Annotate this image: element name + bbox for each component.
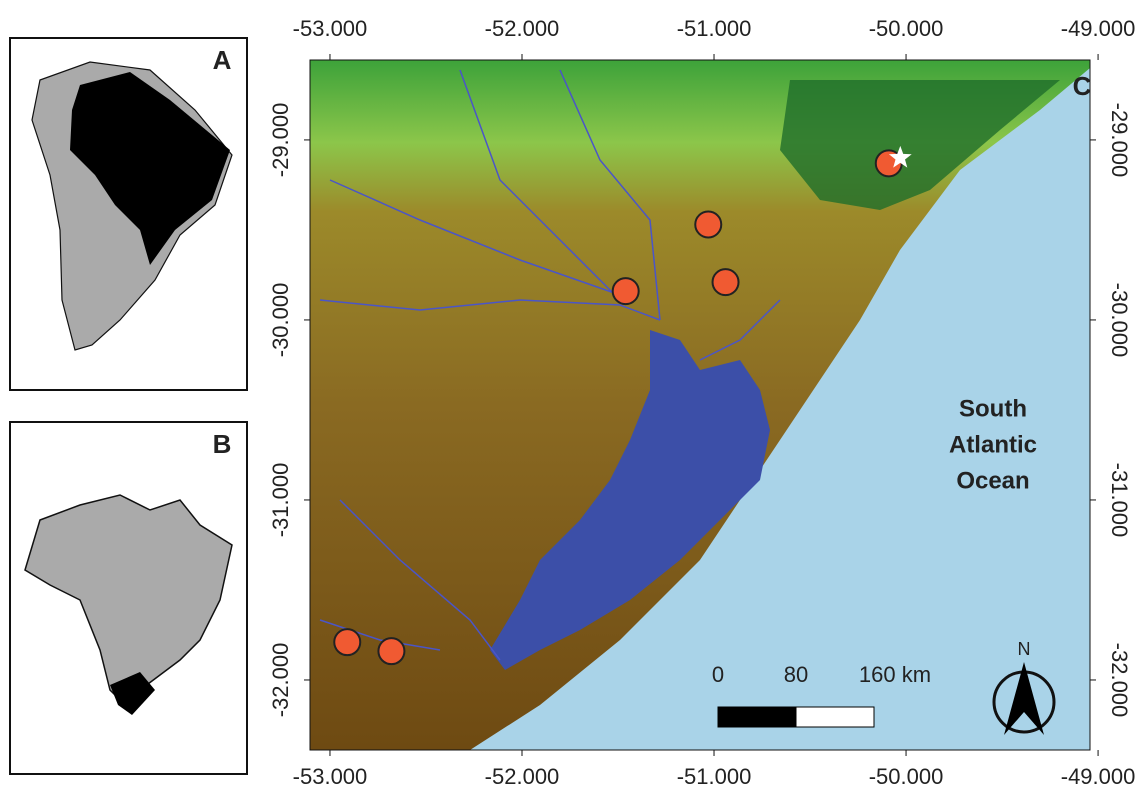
- site-marker: [378, 638, 404, 664]
- x-tick-label: -51.000: [677, 16, 752, 41]
- x-tick-label: -50.000: [869, 764, 944, 789]
- y-tick-label: -32.000: [268, 643, 293, 718]
- y-tick-label: -30.000: [268, 283, 293, 358]
- panel-a: A: [10, 38, 247, 390]
- x-tick-label: -50.000: [869, 16, 944, 41]
- y-tick-label: -29.000: [268, 103, 293, 178]
- ocean-label: Ocean: [956, 467, 1029, 494]
- site-marker: [334, 629, 360, 655]
- panel-label: A: [213, 45, 232, 75]
- y-tick-label: -30.000: [1107, 283, 1132, 358]
- x-tick-label: -49.000: [1061, 16, 1136, 41]
- panel-c: C 0 80 160 km N South Atlantic Ocean: [310, 60, 1092, 750]
- panel-label: B: [213, 429, 232, 459]
- scale-bar-white: [796, 707, 874, 727]
- scale-label: 80: [784, 662, 808, 687]
- y-tick-label: -29.000: [1107, 103, 1132, 178]
- figure: A B C 0 80 160 km N: [0, 0, 1138, 797]
- ocean-label: South: [959, 395, 1027, 422]
- scale-label: 0: [712, 662, 724, 687]
- y-tick-label: -31.000: [1107, 463, 1132, 538]
- panel-label: C: [1073, 71, 1092, 101]
- x-tick-label: -53.000: [293, 16, 368, 41]
- panel-b: B: [10, 422, 247, 774]
- x-tick-label: -53.000: [293, 764, 368, 789]
- site-marker: [713, 269, 739, 295]
- y-tick-label: -32.000: [1107, 643, 1132, 718]
- north-label: N: [1018, 639, 1031, 659]
- scale-label: 160 km: [859, 662, 931, 687]
- site-marker: [613, 278, 639, 304]
- scale-bar-black: [718, 707, 796, 727]
- ocean-label: Atlantic: [949, 431, 1037, 458]
- site-marker: [695, 212, 721, 238]
- x-tick-label: -52.000: [485, 764, 560, 789]
- y-tick-label: -31.000: [268, 463, 293, 538]
- x-tick-label: -51.000: [677, 764, 752, 789]
- x-tick-label: -52.000: [485, 16, 560, 41]
- x-tick-label: -49.000: [1061, 764, 1136, 789]
